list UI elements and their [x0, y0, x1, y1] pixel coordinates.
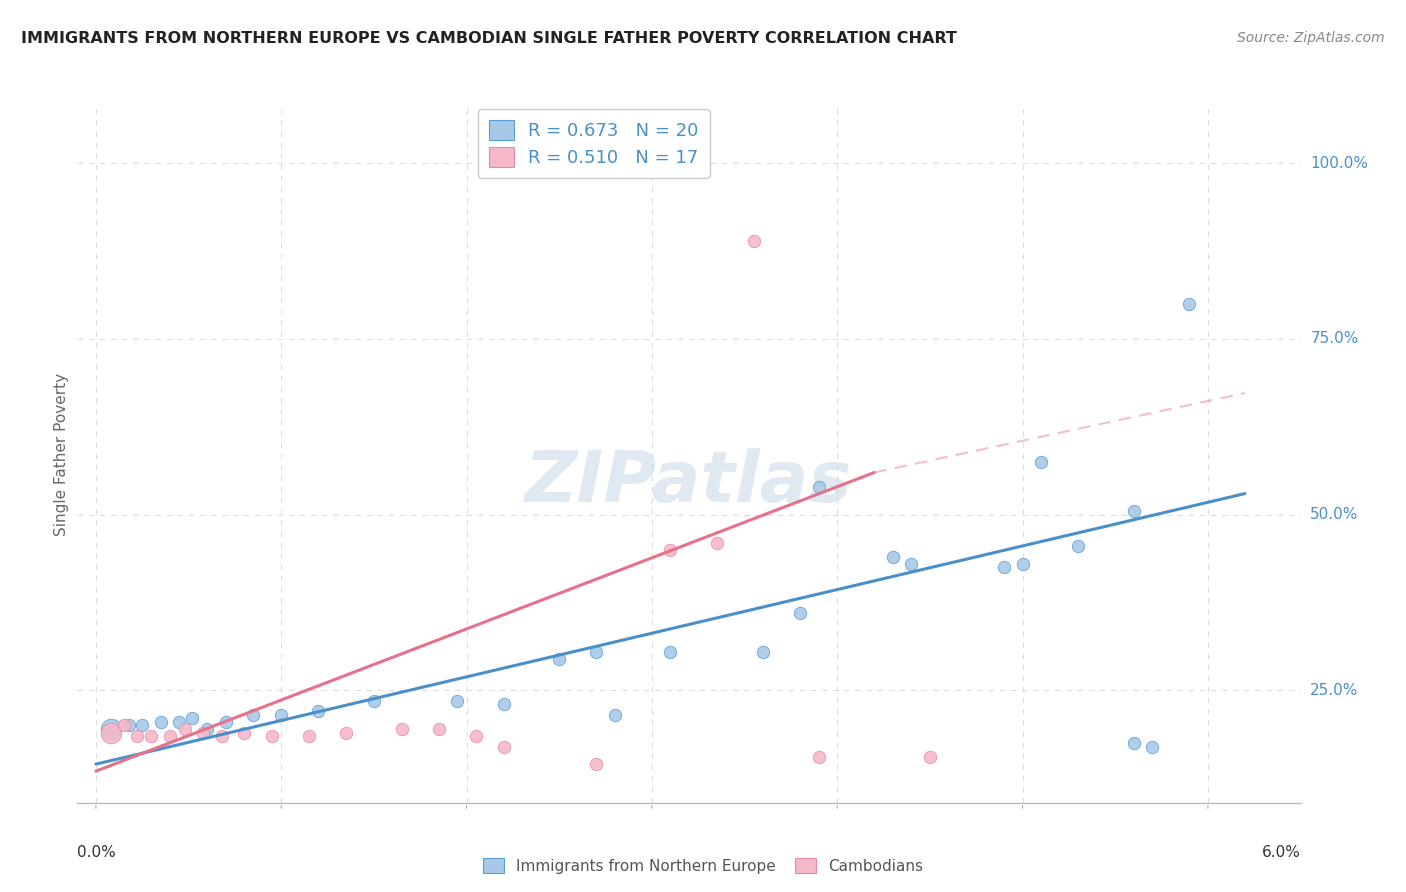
- Point: [260, 729, 283, 743]
- Text: 25.0%: 25.0%: [1310, 683, 1358, 698]
- Legend: Immigrants from Northern Europe, Cambodians: Immigrants from Northern Europe, Cambodi…: [477, 852, 929, 880]
- Point: [918, 750, 941, 764]
- Point: [900, 557, 922, 571]
- Text: 100.0%: 100.0%: [1310, 156, 1368, 170]
- Text: 0.0%: 0.0%: [77, 845, 117, 860]
- Point: [993, 560, 1015, 574]
- Point: [214, 714, 236, 729]
- Point: [118, 718, 141, 732]
- Point: [789, 606, 811, 620]
- Point: [807, 750, 830, 764]
- Text: 6.0%: 6.0%: [1261, 845, 1301, 860]
- Point: [807, 479, 830, 493]
- Point: [211, 729, 233, 743]
- Point: [193, 725, 215, 739]
- Point: [1178, 297, 1201, 311]
- Point: [742, 234, 765, 248]
- Point: [233, 725, 256, 739]
- Point: [125, 729, 148, 743]
- Point: [1122, 736, 1144, 750]
- Point: [141, 729, 163, 743]
- Point: [159, 729, 181, 743]
- Point: [169, 714, 191, 729]
- Point: [464, 729, 486, 743]
- Point: [100, 725, 122, 739]
- Point: [149, 714, 172, 729]
- Point: [100, 722, 122, 736]
- Point: [270, 708, 292, 723]
- Point: [585, 645, 607, 659]
- Point: [195, 722, 218, 736]
- Text: Source: ZipAtlas.com: Source: ZipAtlas.com: [1237, 31, 1385, 45]
- Text: ZIPatlas: ZIPatlas: [526, 449, 852, 517]
- Point: [882, 549, 904, 564]
- Text: 75.0%: 75.0%: [1310, 332, 1358, 346]
- Point: [391, 722, 413, 736]
- Point: [181, 711, 204, 725]
- Point: [1011, 557, 1033, 571]
- Text: 50.0%: 50.0%: [1310, 508, 1358, 522]
- Point: [1122, 504, 1144, 518]
- Point: [1067, 539, 1090, 553]
- Point: [298, 729, 321, 743]
- Point: [492, 739, 515, 754]
- Point: [706, 535, 728, 549]
- Point: [446, 694, 468, 708]
- Point: [131, 718, 153, 732]
- Text: IMMIGRANTS FROM NORTHERN EUROPE VS CAMBODIAN SINGLE FATHER POVERTY CORRELATION C: IMMIGRANTS FROM NORTHERN EUROPE VS CAMBO…: [21, 31, 957, 46]
- Point: [548, 651, 571, 665]
- Point: [427, 722, 450, 736]
- Point: [603, 708, 626, 723]
- Point: [492, 698, 515, 712]
- Point: [173, 722, 195, 736]
- Point: [1029, 455, 1052, 469]
- Point: [242, 708, 264, 723]
- Point: [752, 645, 775, 659]
- Legend: R = 0.673   N = 20, R = 0.510   N = 17: R = 0.673 N = 20, R = 0.510 N = 17: [478, 109, 710, 178]
- Point: [659, 542, 682, 557]
- Point: [363, 694, 385, 708]
- Point: [659, 645, 682, 659]
- Point: [112, 718, 135, 732]
- Point: [335, 725, 357, 739]
- Point: [585, 757, 607, 772]
- Point: [1142, 739, 1164, 754]
- Y-axis label: Single Father Poverty: Single Father Poverty: [53, 374, 69, 536]
- Point: [307, 705, 329, 719]
